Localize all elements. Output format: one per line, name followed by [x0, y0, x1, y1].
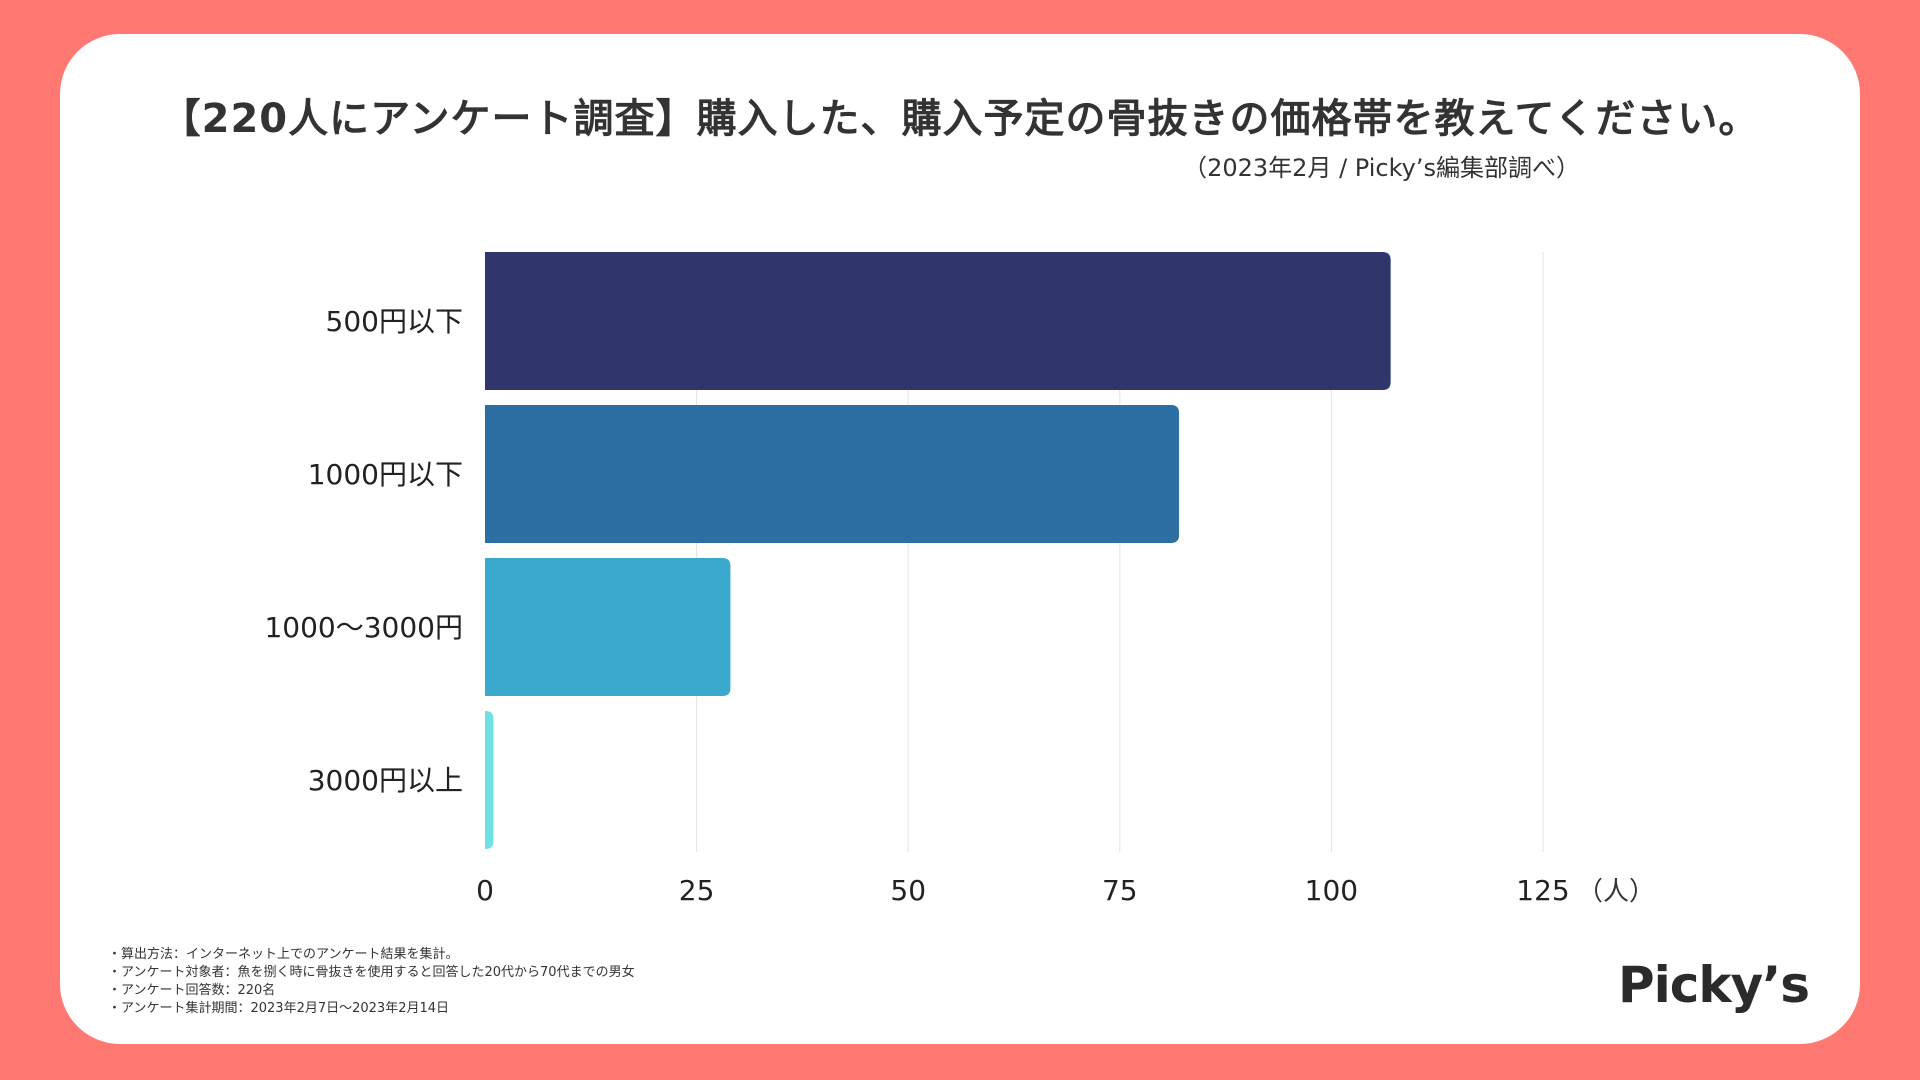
category-label: 3000円以上 [308, 764, 463, 797]
footnotes: ・算出方法：インターネット上でのアンケート結果を集計。 ・アンケート対象者：魚を… [108, 946, 635, 1018]
x-tick-label: 0 [476, 874, 494, 907]
bar [485, 558, 731, 696]
picky-s-logo: Picky’s [1618, 956, 1810, 1014]
footnote-method: ・算出方法：インターネット上でのアンケート結果を集計。 [108, 947, 459, 962]
bar-chart: 500円以下 1000円以下 1000〜3000円 3000円以上 0 25 50 75 100… [264, 252, 1655, 907]
chart-subtitle: （2023年2月 / Picky’s編集部調べ） [1183, 154, 1580, 182]
chart-card: 【220人にアンケート調査】購入した、購入予定の骨抜きの価格帯を教えてください。… [60, 34, 1860, 1044]
footnote-target: ・アンケート対象者：魚を捌く時に骨抜きを使用すると回答した20代から70代までの… [108, 965, 635, 980]
footnote-responses: ・アンケート回答数：220名 [108, 983, 276, 998]
x-unit-label: （人） [1577, 877, 1655, 907]
x-tick-label: 25 [679, 874, 715, 907]
category-label: 1000円以下 [308, 458, 463, 491]
footnote-period: ・アンケート集計期間：2023年2月7日〜2023年2月14日 [108, 1001, 450, 1016]
x-tick-label: 50 [890, 874, 926, 907]
bar [485, 252, 1391, 390]
category-label: 500円以下 [326, 305, 463, 338]
category-label: 1000〜3000円 [264, 611, 463, 644]
x-tick-label: 100 [1305, 874, 1358, 907]
x-tick-label: 75 [1102, 874, 1138, 907]
chart-title: 【220人にアンケート調査】購入した、購入予定の骨抜きの価格帯を教えてください。 [160, 96, 1760, 142]
bar [485, 711, 494, 849]
x-tick-label: 125 [1516, 874, 1569, 907]
bar [485, 405, 1180, 543]
